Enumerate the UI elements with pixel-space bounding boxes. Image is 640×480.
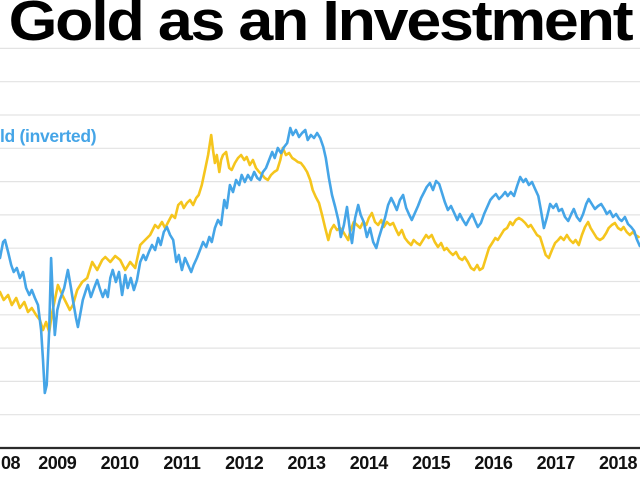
series-line-gold <box>0 133 640 334</box>
series-line-yield_inverted <box>0 126 640 395</box>
legend-label-yield-inverted: ld (inverted) <box>0 126 97 146</box>
chart-title: Gold as an Investment <box>8 0 634 53</box>
